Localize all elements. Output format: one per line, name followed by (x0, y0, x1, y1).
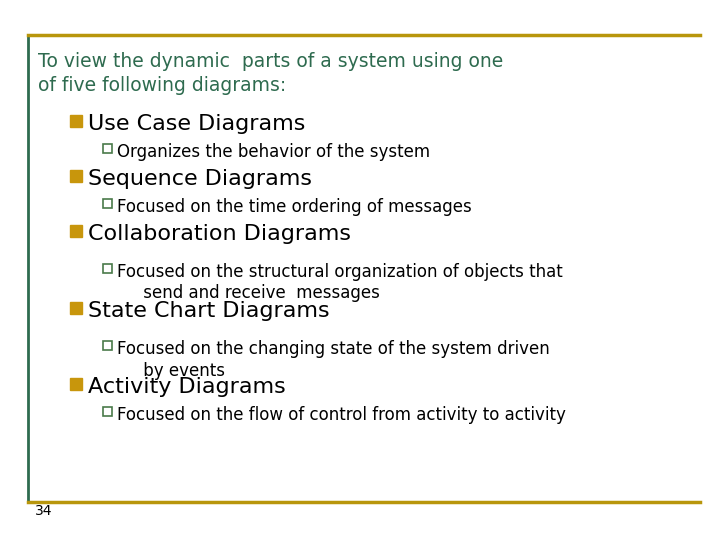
Text: Sequence Diagrams: Sequence Diagrams (88, 169, 312, 189)
Bar (103, 341, 112, 350)
Text: Activity Diagrams: Activity Diagrams (88, 377, 286, 397)
Text: Focused on the changing state of the system driven
     by events: Focused on the changing state of the sys… (117, 340, 550, 380)
Bar (70, 170, 82, 182)
Bar (70, 225, 82, 237)
Bar (103, 407, 112, 416)
Bar (70, 378, 82, 390)
Text: Organizes the behavior of the system: Organizes the behavior of the system (117, 143, 430, 161)
Text: Focused on the flow of control from activity to activity: Focused on the flow of control from acti… (117, 406, 566, 424)
Bar (103, 144, 112, 153)
Bar (70, 115, 82, 127)
Text: 34: 34 (35, 504, 53, 518)
Bar (103, 264, 112, 273)
Text: State Chart Diagrams: State Chart Diagrams (88, 301, 330, 321)
Text: Collaboration Diagrams: Collaboration Diagrams (88, 224, 351, 244)
Text: Use Case Diagrams: Use Case Diagrams (88, 114, 305, 134)
Bar (70, 302, 82, 314)
Text: To view the dynamic  parts of a system using one
of five following diagrams:: To view the dynamic parts of a system us… (38, 52, 503, 95)
Bar (103, 199, 112, 208)
Text: Focused on the structural organization of objects that
     send and receive  me: Focused on the structural organization o… (117, 263, 563, 302)
Text: Focused on the time ordering of messages: Focused on the time ordering of messages (117, 198, 472, 216)
